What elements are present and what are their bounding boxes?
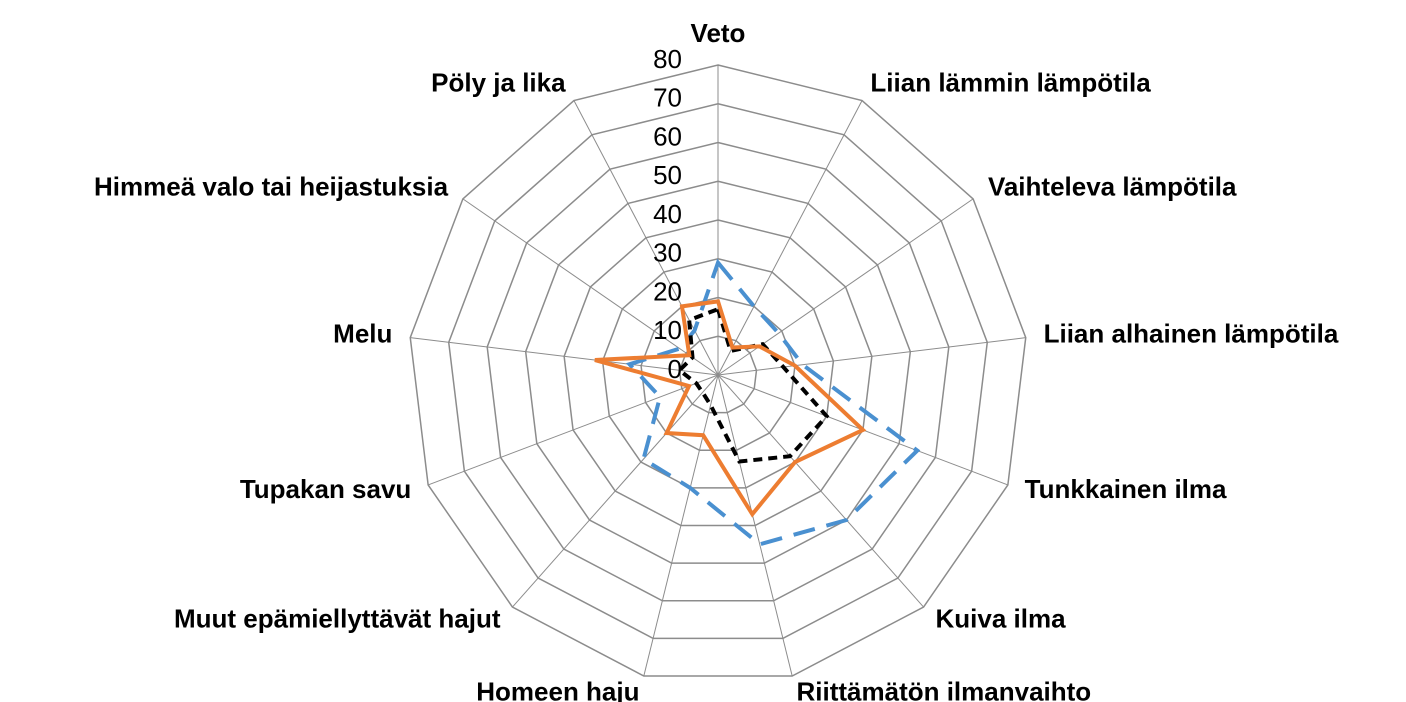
- r-tick-label: 50: [653, 160, 682, 190]
- spoke: [717, 337, 1026, 376]
- category-label: Melu: [333, 318, 392, 348]
- category-label: Liian alhainen lämpötila: [1044, 318, 1339, 348]
- spoke: [410, 337, 719, 376]
- r-tick-label: 40: [653, 199, 682, 229]
- r-tick-label: 20: [653, 276, 682, 306]
- r-tick-label: 30: [653, 238, 682, 268]
- series-line: [676, 306, 830, 464]
- category-label: Riittämätön ilmanvaihto: [796, 676, 1091, 702]
- series-line: [594, 299, 867, 518]
- grid-ring: [524, 180, 912, 564]
- category-label: Homeen haju: [476, 676, 639, 702]
- category-label: Kuiva ilma: [936, 603, 1067, 633]
- grid-ring: [447, 102, 989, 640]
- category-label: Pöly ja lika: [431, 67, 566, 97]
- grid-ring: [409, 64, 1027, 677]
- grid-ring: [563, 219, 873, 527]
- grid-ring: [486, 141, 950, 602]
- series-line: [625, 258, 921, 547]
- category-label: Tunkkainen ilma: [1025, 474, 1227, 504]
- r-tick-label: 80: [653, 44, 682, 74]
- category-label: Himmeä valo tai heijastuksia: [94, 172, 449, 202]
- r-tick-label: 0: [668, 354, 682, 384]
- r-tick-label: 60: [653, 121, 682, 151]
- spoke: [643, 374, 719, 677]
- category-label: Tupakan savu: [240, 474, 411, 504]
- grid-ring: [640, 296, 796, 451]
- spoke: [717, 374, 793, 677]
- spoke: [462, 198, 719, 376]
- spoke: [427, 374, 719, 486]
- r-tick-label: 70: [653, 83, 682, 113]
- category-label: Veto: [691, 18, 746, 48]
- category-label: Vaihteleva lämpötila: [988, 172, 1237, 202]
- spoke: [717, 374, 924, 608]
- grid-ring: [601, 257, 835, 489]
- spoke: [512, 374, 719, 608]
- spoke: [573, 100, 719, 376]
- category-label: Muut epämiellyttävät hajut: [174, 603, 501, 633]
- category-label: Liian lämmin lämpötila: [870, 67, 1151, 97]
- r-tick-label: 10: [653, 315, 682, 345]
- spoke: [717, 100, 863, 376]
